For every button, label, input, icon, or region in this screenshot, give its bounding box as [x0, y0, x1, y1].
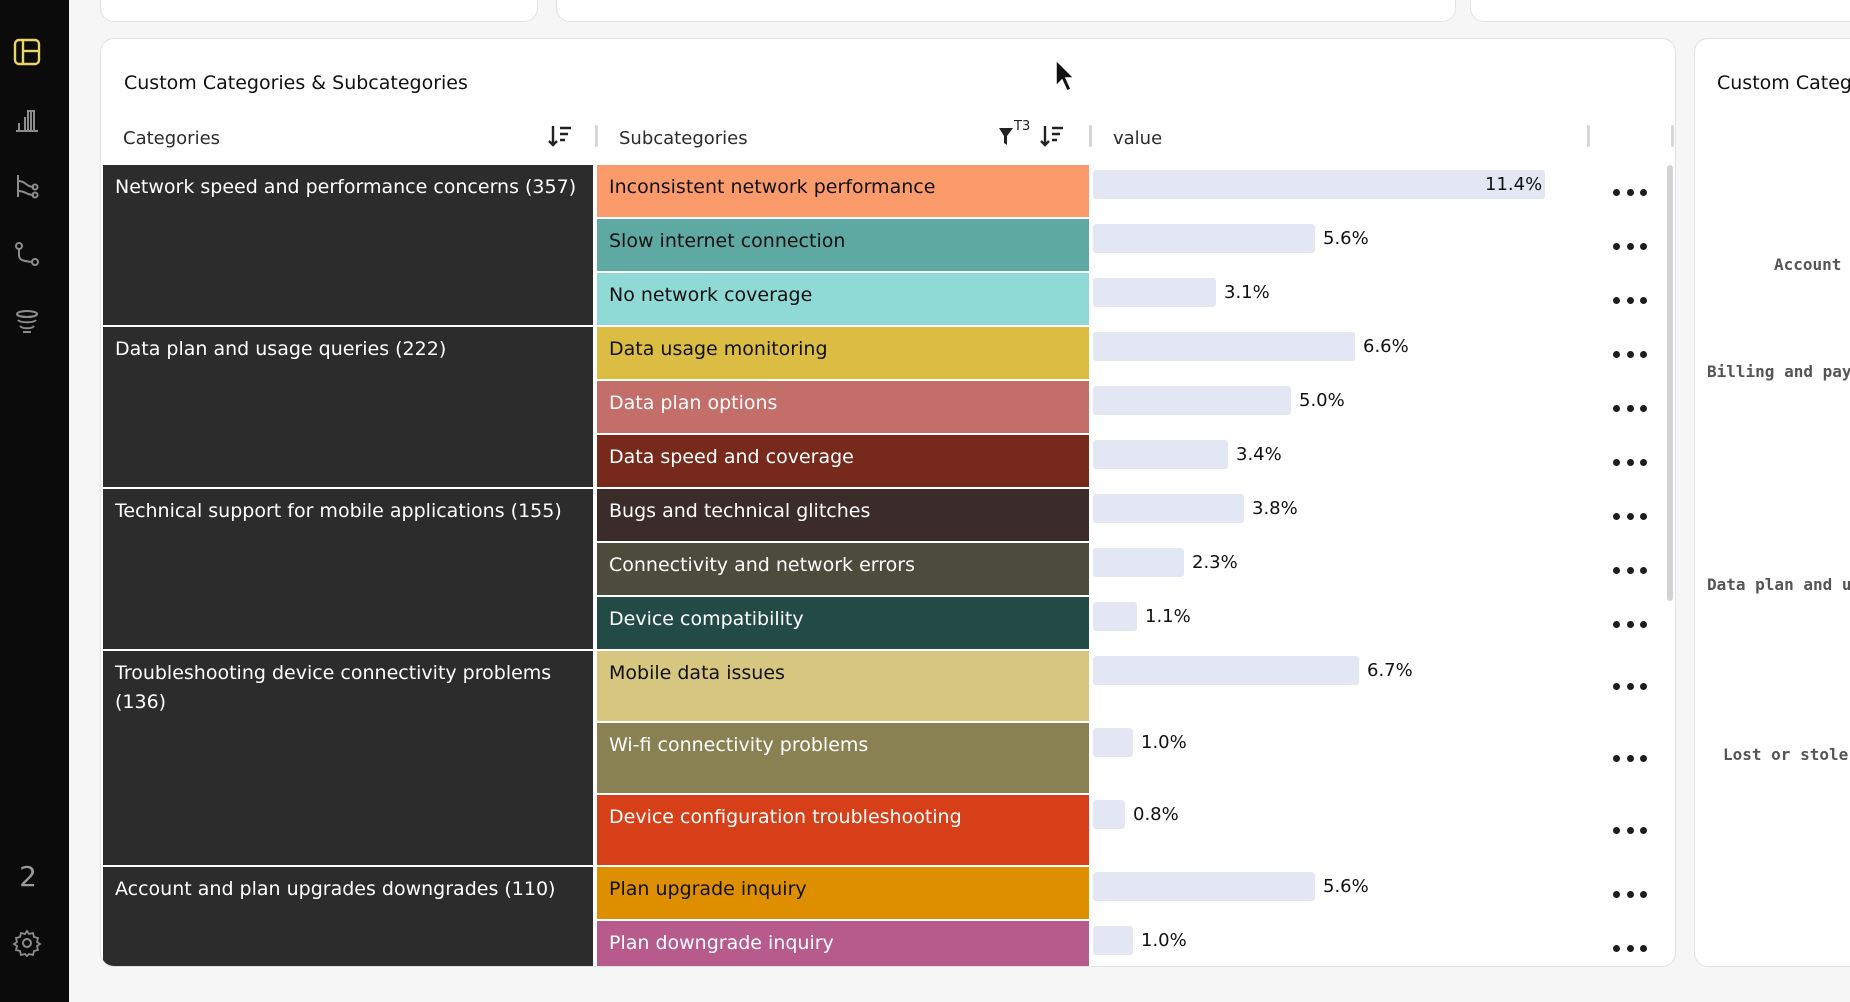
column-divider[interactable] — [1587, 125, 1590, 147]
value-bar — [1093, 170, 1545, 199]
value-bar — [1093, 872, 1315, 901]
row-menu-button[interactable] — [1613, 941, 1647, 955]
subcategory-cell[interactable]: Device configuration troubleshooting — [597, 795, 1089, 865]
subcategory-cell[interactable]: Mobile data issues — [597, 651, 1089, 721]
value-bar — [1093, 656, 1359, 685]
subcategory-cell[interactable]: Slow internet connection — [597, 219, 1089, 271]
value-label: 1.0% — [1141, 930, 1187, 951]
subcategory-cell[interactable]: No network coverage — [597, 273, 1089, 325]
value-bar — [1093, 728, 1133, 757]
left-rail: 2 — [0, 0, 69, 1002]
subcategory-cell[interactable]: Wi-fi connectivity problems — [597, 723, 1089, 793]
subcategory-cell[interactable]: Data speed and coverage — [597, 435, 1089, 487]
chart-y-label: Account — [1774, 255, 1842, 274]
value-bar — [1093, 278, 1216, 307]
gear-icon[interactable] — [11, 927, 43, 959]
subcategory-cell[interactable]: Plan downgrade inquiry — [597, 921, 1089, 966]
subcategory-cell[interactable]: Inconsistent network performance — [597, 165, 1089, 217]
row-menu-button[interactable] — [1613, 751, 1647, 765]
row-menu-button[interactable] — [1613, 239, 1647, 253]
custom-categories-chart-card: Custom Categ Account Billing and pay Dat… — [1694, 38, 1850, 967]
bar-chart-icon[interactable] — [11, 104, 43, 136]
card-title: Custom Categ — [1717, 72, 1850, 94]
category-cell[interactable]: Account and plan upgrades downgrades (11… — [103, 867, 593, 966]
row-menu-button[interactable] — [1613, 887, 1647, 901]
row-menu-button[interactable] — [1613, 401, 1647, 415]
subcategory-cell[interactable]: Connectivity and network errors — [597, 543, 1089, 595]
column-divider[interactable] — [595, 125, 598, 147]
subcategory-cell[interactable]: Data usage monitoring — [597, 327, 1089, 379]
row-menu-button[interactable] — [1613, 563, 1647, 577]
category-cell[interactable]: Network speed and performance concerns (… — [103, 165, 593, 325]
value-label: 5.0% — [1299, 390, 1345, 411]
route-icon[interactable] — [11, 238, 43, 270]
card-title: Custom Categories & Subcategories — [124, 72, 468, 94]
value-bar — [1093, 386, 1291, 415]
row-menu-button[interactable] — [1613, 293, 1647, 307]
value-bar — [1093, 800, 1125, 829]
value-label: 3.4% — [1236, 444, 1282, 465]
value-bar — [1093, 926, 1133, 955]
value-bar — [1093, 332, 1355, 361]
dashboard-icon[interactable] — [11, 36, 43, 68]
row-menu-button[interactable] — [1613, 679, 1647, 693]
value-bar — [1093, 602, 1137, 631]
branch-icon[interactable] — [11, 170, 43, 202]
column-divider[interactable] — [1089, 125, 1092, 147]
category-cell[interactable]: Troubleshooting device connectivity prob… — [103, 651, 593, 865]
value-label: 1.1% — [1145, 606, 1191, 627]
value-label: 3.1% — [1224, 282, 1270, 303]
value-label: 6.7% — [1367, 660, 1413, 681]
value-label: 5.6% — [1323, 228, 1369, 249]
row-menu-button[interactable] — [1613, 455, 1647, 469]
categories-grid: Network speed and performance concerns (… — [103, 165, 1671, 966]
top-card-stub — [1470, 0, 1850, 22]
subcategories-header[interactable]: Subcategories — [619, 127, 748, 149]
subcategory-cell[interactable]: Data plan options — [597, 381, 1089, 433]
categories-card: Custom Categories & Subcategories Catego… — [100, 38, 1676, 967]
rail-number: 2 — [19, 860, 37, 893]
mouse-cursor-icon — [1055, 58, 1076, 93]
row-menu-button[interactable] — [1613, 823, 1647, 837]
value-bar — [1093, 440, 1228, 469]
category-cell[interactable]: Data plan and usage queries (222) — [103, 327, 593, 487]
sort-icon[interactable] — [547, 123, 573, 149]
value-label: 6.6% — [1363, 336, 1409, 357]
chart-y-label: Lost or stole — [1723, 745, 1849, 764]
value-label: 1.0% — [1141, 732, 1187, 753]
scrollbar-thumb[interactable] — [1667, 165, 1673, 601]
chart-y-label: Data plan and u — [1707, 575, 1850, 594]
subcategory-cell[interactable]: Bugs and technical glitches — [597, 489, 1089, 541]
subcategory-cell[interactable]: Device compatibility — [597, 597, 1089, 649]
value-label: 3.8% — [1252, 498, 1298, 519]
column-divider[interactable] — [1671, 125, 1674, 147]
row-menu-button[interactable] — [1613, 509, 1647, 523]
database-icon[interactable] — [11, 306, 43, 338]
top-card-stub — [100, 0, 538, 22]
value-bar — [1093, 548, 1184, 577]
row-menu-button[interactable] — [1613, 185, 1647, 199]
value-bar — [1093, 494, 1244, 523]
value-bar — [1093, 224, 1315, 253]
value-label: 0.8% — [1133, 804, 1179, 825]
value-label: 5.6% — [1323, 876, 1369, 897]
row-menu-button[interactable] — [1613, 617, 1647, 631]
categories-header[interactable]: Categories — [123, 127, 221, 149]
filter-icon[interactable] — [997, 123, 1017, 149]
row-menu-button[interactable] — [1613, 347, 1647, 361]
subcategory-cell[interactable]: Plan upgrade inquiry — [597, 867, 1089, 919]
value-label: 2.3% — [1192, 552, 1238, 573]
value-label: 11.4% — [1485, 174, 1543, 195]
top-card-stub — [556, 0, 1456, 22]
chart-y-label: Billing and pay — [1707, 362, 1850, 381]
filter-badge: T3 — [1014, 119, 1031, 134]
sort-icon[interactable] — [1039, 123, 1065, 149]
category-cell[interactable]: Technical support for mobile application… — [103, 489, 593, 649]
value-header[interactable]: value — [1113, 127, 1163, 149]
